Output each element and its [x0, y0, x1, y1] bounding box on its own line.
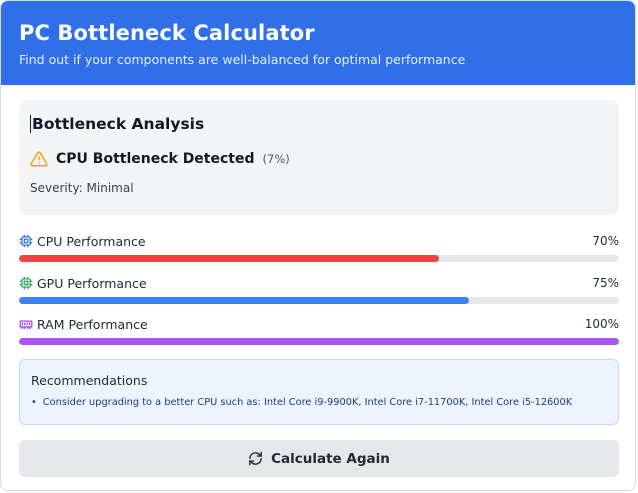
cpu-performance: CPU Performance 70% — [19, 233, 619, 262]
page-subtitle: Find out if your components are well-bal… — [19, 52, 466, 67]
gpu-performance: GPU Performance 75% — [19, 275, 619, 304]
severity-text: Severity: Minimal — [30, 181, 134, 195]
recommendations-title: Recommendations — [31, 373, 148, 388]
refresh-icon — [249, 451, 262, 466]
bottleneck-analysis-panel: Bottleneck Analysis CPU Bottleneck Detec… — [19, 100, 619, 215]
analysis-title: Bottleneck Analysis — [30, 115, 205, 133]
gpu-performance-value: 75% — [592, 276, 619, 290]
header: PC Bottleneck Calculator Find out if you… — [1, 1, 635, 85]
ram-performance-fill — [19, 338, 619, 345]
ram-performance-label: RAM Performance — [37, 316, 148, 332]
gpu-performance-fill — [19, 297, 469, 304]
ram-performance-bar — [19, 338, 619, 345]
ram-performance: RAM Performance 100% — [19, 316, 619, 345]
memory-icon — [19, 320, 33, 330]
cpu-performance-bar — [19, 255, 619, 262]
gpu-performance-label: GPU Performance — [37, 275, 147, 291]
cpu-performance-label: CPU Performance — [37, 233, 146, 249]
calculate-again-label: Calculate Again — [271, 450, 390, 467]
calculate-again-button[interactable]: Calculate Again — [19, 440, 619, 477]
bottleneck-status: CPU Bottleneck Detected (7%) — [30, 150, 290, 168]
bottleneck-status-text: CPU Bottleneck Detected — [56, 151, 255, 167]
ram-performance-value: 100% — [584, 317, 619, 331]
bottleneck-percent: (7%) — [262, 152, 290, 166]
gpu-chip-icon — [19, 276, 33, 290]
recommendations-list: Consider upgrading to a better CPU such … — [31, 397, 618, 408]
recommendations-panel: Recommendations Consider upgrading to a … — [19, 359, 619, 425]
cpu-performance-value: 70% — [592, 234, 619, 248]
page-title: PC Bottleneck Calculator — [19, 21, 315, 45]
gpu-performance-bar — [19, 297, 619, 304]
cpu-performance-fill — [19, 255, 439, 262]
warning-triangle-icon — [30, 151, 48, 167]
recommendation-item: Consider upgrading to a better CPU such … — [31, 397, 618, 408]
cpu-chip-icon — [19, 234, 33, 248]
